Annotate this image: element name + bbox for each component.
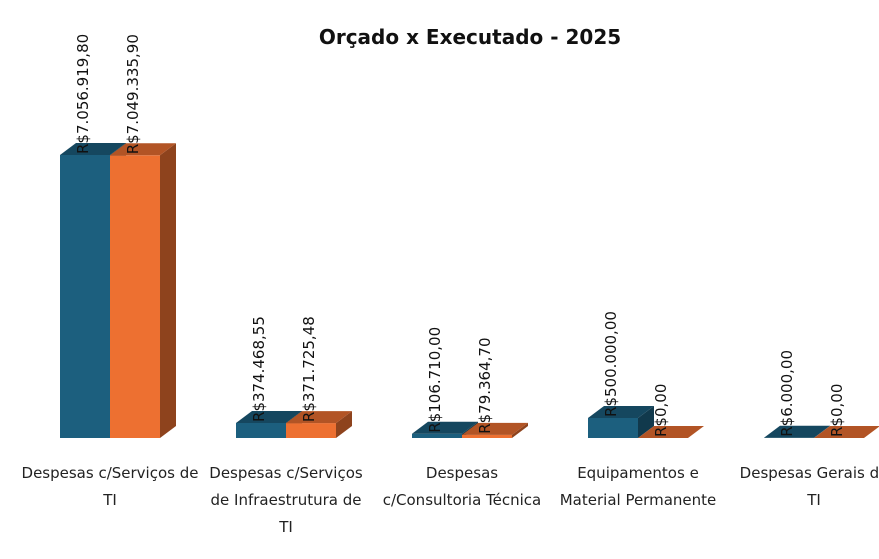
bar-side — [512, 422, 528, 438]
x-tick-label: Despesas c/Consultoria Técnica — [382, 464, 542, 509]
bar-top — [462, 422, 528, 435]
bar — [60, 155, 110, 438]
x-tick-label: Despesas c/Serviços de Infraestrutura de… — [209, 464, 363, 536]
chart-title: Orçado x Executado - 2025 — [319, 25, 621, 49]
bar-top — [764, 425, 830, 438]
value-label: R$0,00 — [652, 384, 670, 437]
bar-side — [336, 411, 352, 438]
value-label: R$7.056.919,80 — [74, 34, 92, 154]
value-label: R$106.710,00 — [426, 327, 444, 433]
x-tick-label: Equipamentos e Material Permanente — [559, 464, 717, 509]
value-label: R$371.725,48 — [300, 316, 318, 422]
bar-top — [236, 410, 302, 423]
bar-top — [412, 421, 478, 434]
x-tick-label: Despesas c/Serviços de TI — [21, 464, 199, 509]
bar — [412, 433, 462, 438]
bar-top — [638, 426, 704, 438]
value-label: R$6.000,00 — [778, 350, 796, 437]
value-label: R$0,00 — [828, 384, 846, 437]
bar-top — [814, 426, 879, 438]
bar-top — [588, 405, 654, 418]
bar-top — [110, 143, 176, 156]
x-tick-label: Despesas Gerais de TI — [739, 464, 879, 509]
bar-top — [60, 143, 126, 155]
bar-top — [286, 411, 352, 424]
bar — [286, 423, 336, 438]
bar-side — [638, 405, 654, 438]
bar — [588, 417, 638, 438]
bar — [236, 422, 286, 438]
value-label: R$7.049.335,90 — [124, 34, 142, 154]
bar — [462, 434, 512, 438]
value-label: R$374.468,55 — [250, 316, 268, 422]
bar — [110, 155, 160, 438]
bar-side — [814, 425, 830, 438]
value-label: R$500.000,00 — [602, 311, 620, 417]
value-label: R$79.364,70 — [476, 338, 494, 434]
bar-side — [160, 143, 176, 438]
